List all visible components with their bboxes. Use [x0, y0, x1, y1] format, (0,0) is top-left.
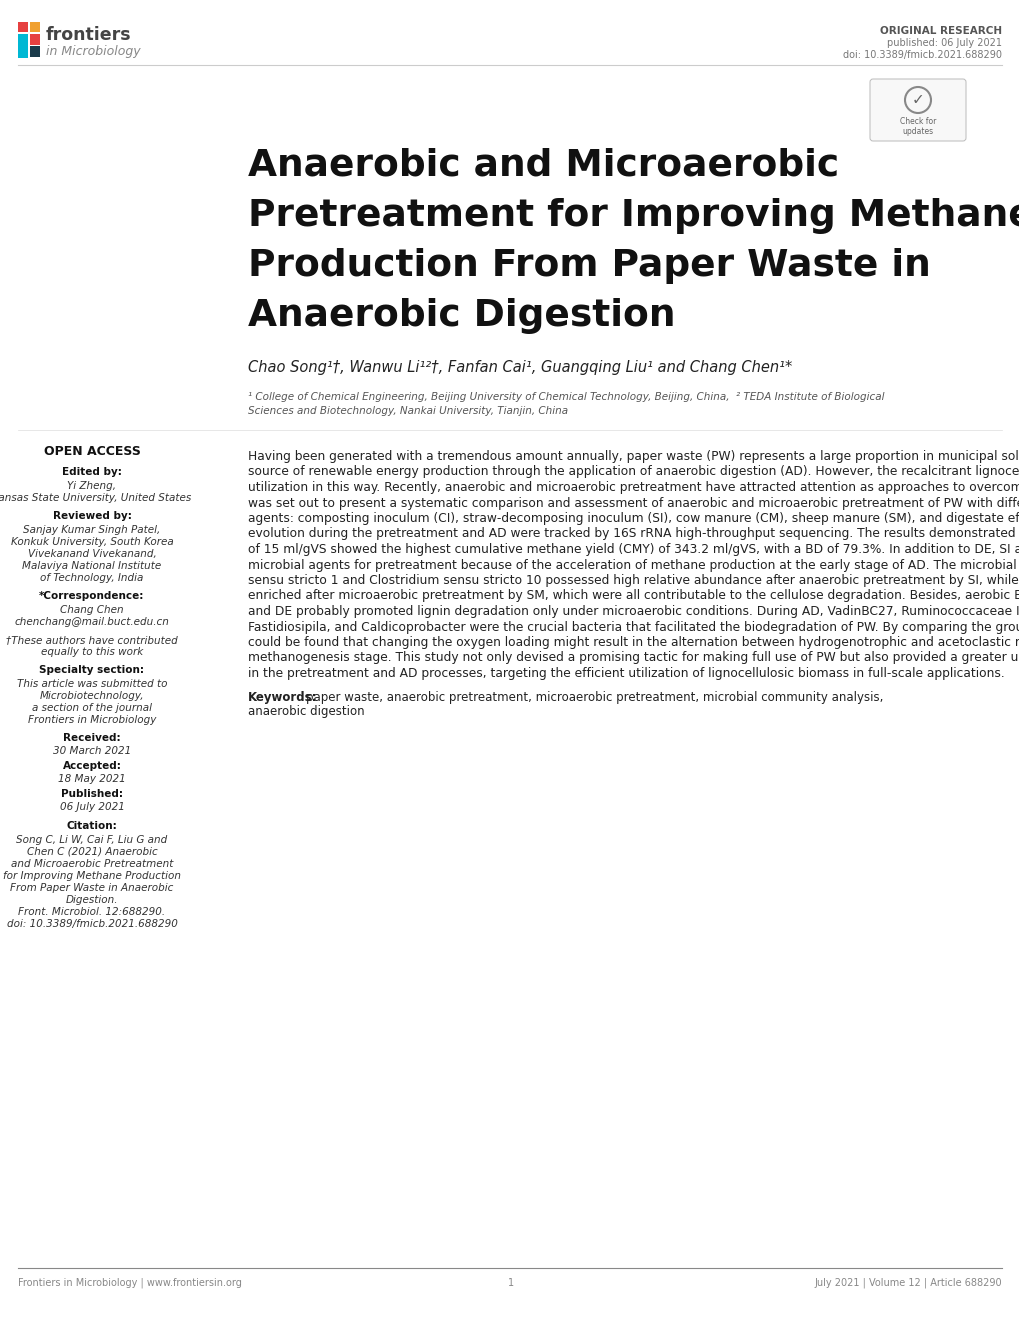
Text: Microbiotechnology,: Microbiotechnology, — [40, 692, 144, 701]
Text: †These authors have contributed: †These authors have contributed — [6, 635, 177, 645]
Text: and Microaerobic Pretreatment: and Microaerobic Pretreatment — [11, 858, 173, 869]
Text: Anaerobic and Microaerobic: Anaerobic and Microaerobic — [248, 148, 839, 184]
Bar — [18, 21, 28, 32]
Text: OPEN ACCESS: OPEN ACCESS — [44, 445, 141, 458]
Text: Konkuk University, South Korea: Konkuk University, South Korea — [10, 537, 173, 547]
Text: Pretreatment for Improving Methane: Pretreatment for Improving Methane — [248, 198, 1019, 234]
Text: ¹ College of Chemical Engineering, Beijing University of Chemical Technology, Be: ¹ College of Chemical Engineering, Beiji… — [248, 392, 883, 402]
Text: ✓: ✓ — [911, 92, 923, 108]
Text: microbial agents for pretreatment because of the acceleration of methane product: microbial agents for pretreatment becaus… — [248, 558, 1019, 571]
Text: Keywords:: Keywords: — [248, 690, 317, 704]
Text: Accepted:: Accepted: — [62, 761, 121, 772]
Text: Reviewed by:: Reviewed by: — [53, 511, 131, 521]
Text: Citation:: Citation: — [66, 821, 117, 830]
Text: Received:: Received: — [63, 733, 120, 744]
FancyBboxPatch shape — [869, 79, 965, 142]
Text: Yi Zheng,: Yi Zheng, — [67, 481, 116, 491]
Text: Check for: Check for — [899, 116, 935, 125]
Text: 1: 1 — [507, 1278, 514, 1288]
Text: July 2021 | Volume 12 | Article 688290: July 2021 | Volume 12 | Article 688290 — [813, 1278, 1001, 1288]
Text: Vivekanand Vivekanand,: Vivekanand Vivekanand, — [28, 549, 156, 559]
Text: *Correspondence:: *Correspondence: — [40, 591, 145, 601]
Text: ORIGINAL RESEARCH: ORIGINAL RESEARCH — [879, 25, 1001, 36]
Text: Song C, Li W, Cai F, Liu G and: Song C, Li W, Cai F, Liu G and — [16, 834, 167, 845]
Text: Frontiers in Microbiology: Frontiers in Microbiology — [28, 716, 156, 725]
Text: was set out to present a systematic comparison and assessment of anaerobic and m: was set out to present a systematic comp… — [248, 497, 1019, 510]
Bar — [18, 33, 28, 57]
Text: Fastidiosipila, and Caldicoprobacter were the crucial bacteria that facilitated : Fastidiosipila, and Caldicoprobacter wer… — [248, 621, 1019, 634]
Text: of Technology, India: of Technology, India — [41, 573, 144, 583]
Text: updates: updates — [902, 127, 932, 135]
Text: Production From Paper Waste in: Production From Paper Waste in — [248, 248, 930, 284]
Text: Sanjay Kumar Singh Patel,: Sanjay Kumar Singh Patel, — [23, 525, 160, 535]
Text: in Microbiology: in Microbiology — [46, 44, 141, 57]
Text: enriched after microaerobic pretreatment by SM, which were all contributable to : enriched after microaerobic pretreatment… — [248, 590, 1019, 602]
Text: Published:: Published: — [61, 789, 123, 800]
Text: frontiers: frontiers — [46, 25, 131, 44]
Text: 30 March 2021: 30 March 2021 — [53, 746, 131, 756]
Text: 06 July 2021: 06 July 2021 — [59, 802, 124, 812]
Text: Chang Chen: Chang Chen — [60, 605, 123, 615]
Text: doi: 10.3389/fmicb.2021.688290: doi: 10.3389/fmicb.2021.688290 — [6, 918, 177, 929]
Text: Frontiers in Microbiology | www.frontiersin.org: Frontiers in Microbiology | www.frontier… — [18, 1278, 242, 1288]
Text: a section of the journal: a section of the journal — [32, 704, 152, 713]
Text: From Paper Waste in Anaerobic: From Paper Waste in Anaerobic — [10, 882, 173, 893]
Text: Chao Song¹†, Wanwu Li¹²†, Fanfan Cai¹, Guangqing Liu¹ and Chang Chen¹*: Chao Song¹†, Wanwu Li¹²†, Fanfan Cai¹, G… — [248, 360, 792, 375]
Text: utilization in this way. Recently, anaerobic and microaerobic pretreatment have : utilization in this way. Recently, anaer… — [248, 481, 1019, 494]
Text: methanogenesis stage. This study not only devised a promising tactic for making : methanogenesis stage. This study not onl… — [248, 651, 1019, 665]
Text: Sciences and Biotechnology, Nankai University, Tianjin, China: Sciences and Biotechnology, Nankai Unive… — [248, 406, 568, 417]
Text: could be found that changing the oxygen loading might result in the alternation : could be found that changing the oxygen … — [248, 635, 1019, 649]
Text: This article was submitted to: This article was submitted to — [16, 680, 167, 689]
Text: Anaerobic Digestion: Anaerobic Digestion — [248, 298, 675, 334]
Text: Digestion.: Digestion. — [65, 894, 118, 905]
Text: Having been generated with a tremendous amount annually, paper waste (PW) repres: Having been generated with a tremendous … — [248, 450, 1019, 463]
Text: published: 06 July 2021: published: 06 July 2021 — [887, 37, 1001, 48]
Text: evolution during the pretreatment and AD were tracked by 16S rRNA high-throughpu: evolution during the pretreatment and AD… — [248, 527, 1019, 541]
Bar — [30, 21, 40, 32]
Text: agents: composting inoculum (CI), straw-decomposing inoculum (SI), cow manure (C: agents: composting inoculum (CI), straw-… — [248, 513, 1019, 525]
Text: paper waste, anaerobic pretreatment, microaerobic pretreatment, microbial commun: paper waste, anaerobic pretreatment, mic… — [306, 690, 882, 704]
Bar — [30, 45, 40, 57]
Text: equally to this work: equally to this work — [41, 647, 143, 657]
Text: 18 May 2021: 18 May 2021 — [58, 774, 125, 784]
Text: Front. Microbiol. 12:688290.: Front. Microbiol. 12:688290. — [18, 906, 165, 917]
Text: doi: 10.3389/fmicb.2021.688290: doi: 10.3389/fmicb.2021.688290 — [842, 49, 1001, 60]
Text: and DE probably promoted lignin degradation only under microaerobic conditions. : and DE probably promoted lignin degradat… — [248, 605, 1019, 618]
Text: in the pretreatment and AD processes, targeting the efficient utilization of lig: in the pretreatment and AD processes, ta… — [248, 668, 1004, 680]
Text: for Improving Methane Production: for Improving Methane Production — [3, 870, 180, 881]
Text: sensu stricto 1 and Clostridium sensu stricto 10 possessed high relative abundan: sensu stricto 1 and Clostridium sensu st… — [248, 574, 1019, 587]
Text: Edited by:: Edited by: — [62, 467, 122, 477]
Text: of 15 ml/gVS showed the highest cumulative methane yield (CMY) of 343.2 ml/gVS, : of 15 ml/gVS showed the highest cumulati… — [248, 543, 1019, 555]
Text: anaerobic digestion: anaerobic digestion — [248, 705, 364, 717]
Text: Kansas State University, United States: Kansas State University, United States — [0, 493, 192, 503]
Bar — [30, 33, 40, 45]
Text: Malaviya National Institute: Malaviya National Institute — [22, 561, 161, 571]
Text: chenchang@mail.buct.edu.cn: chenchang@mail.buct.edu.cn — [14, 617, 169, 627]
Text: Chen C (2021) Anaerobic: Chen C (2021) Anaerobic — [26, 846, 157, 857]
Text: source of renewable energy production through the application of anaerobic diges: source of renewable energy production th… — [248, 466, 1019, 478]
Text: Specialty section:: Specialty section: — [40, 665, 145, 676]
